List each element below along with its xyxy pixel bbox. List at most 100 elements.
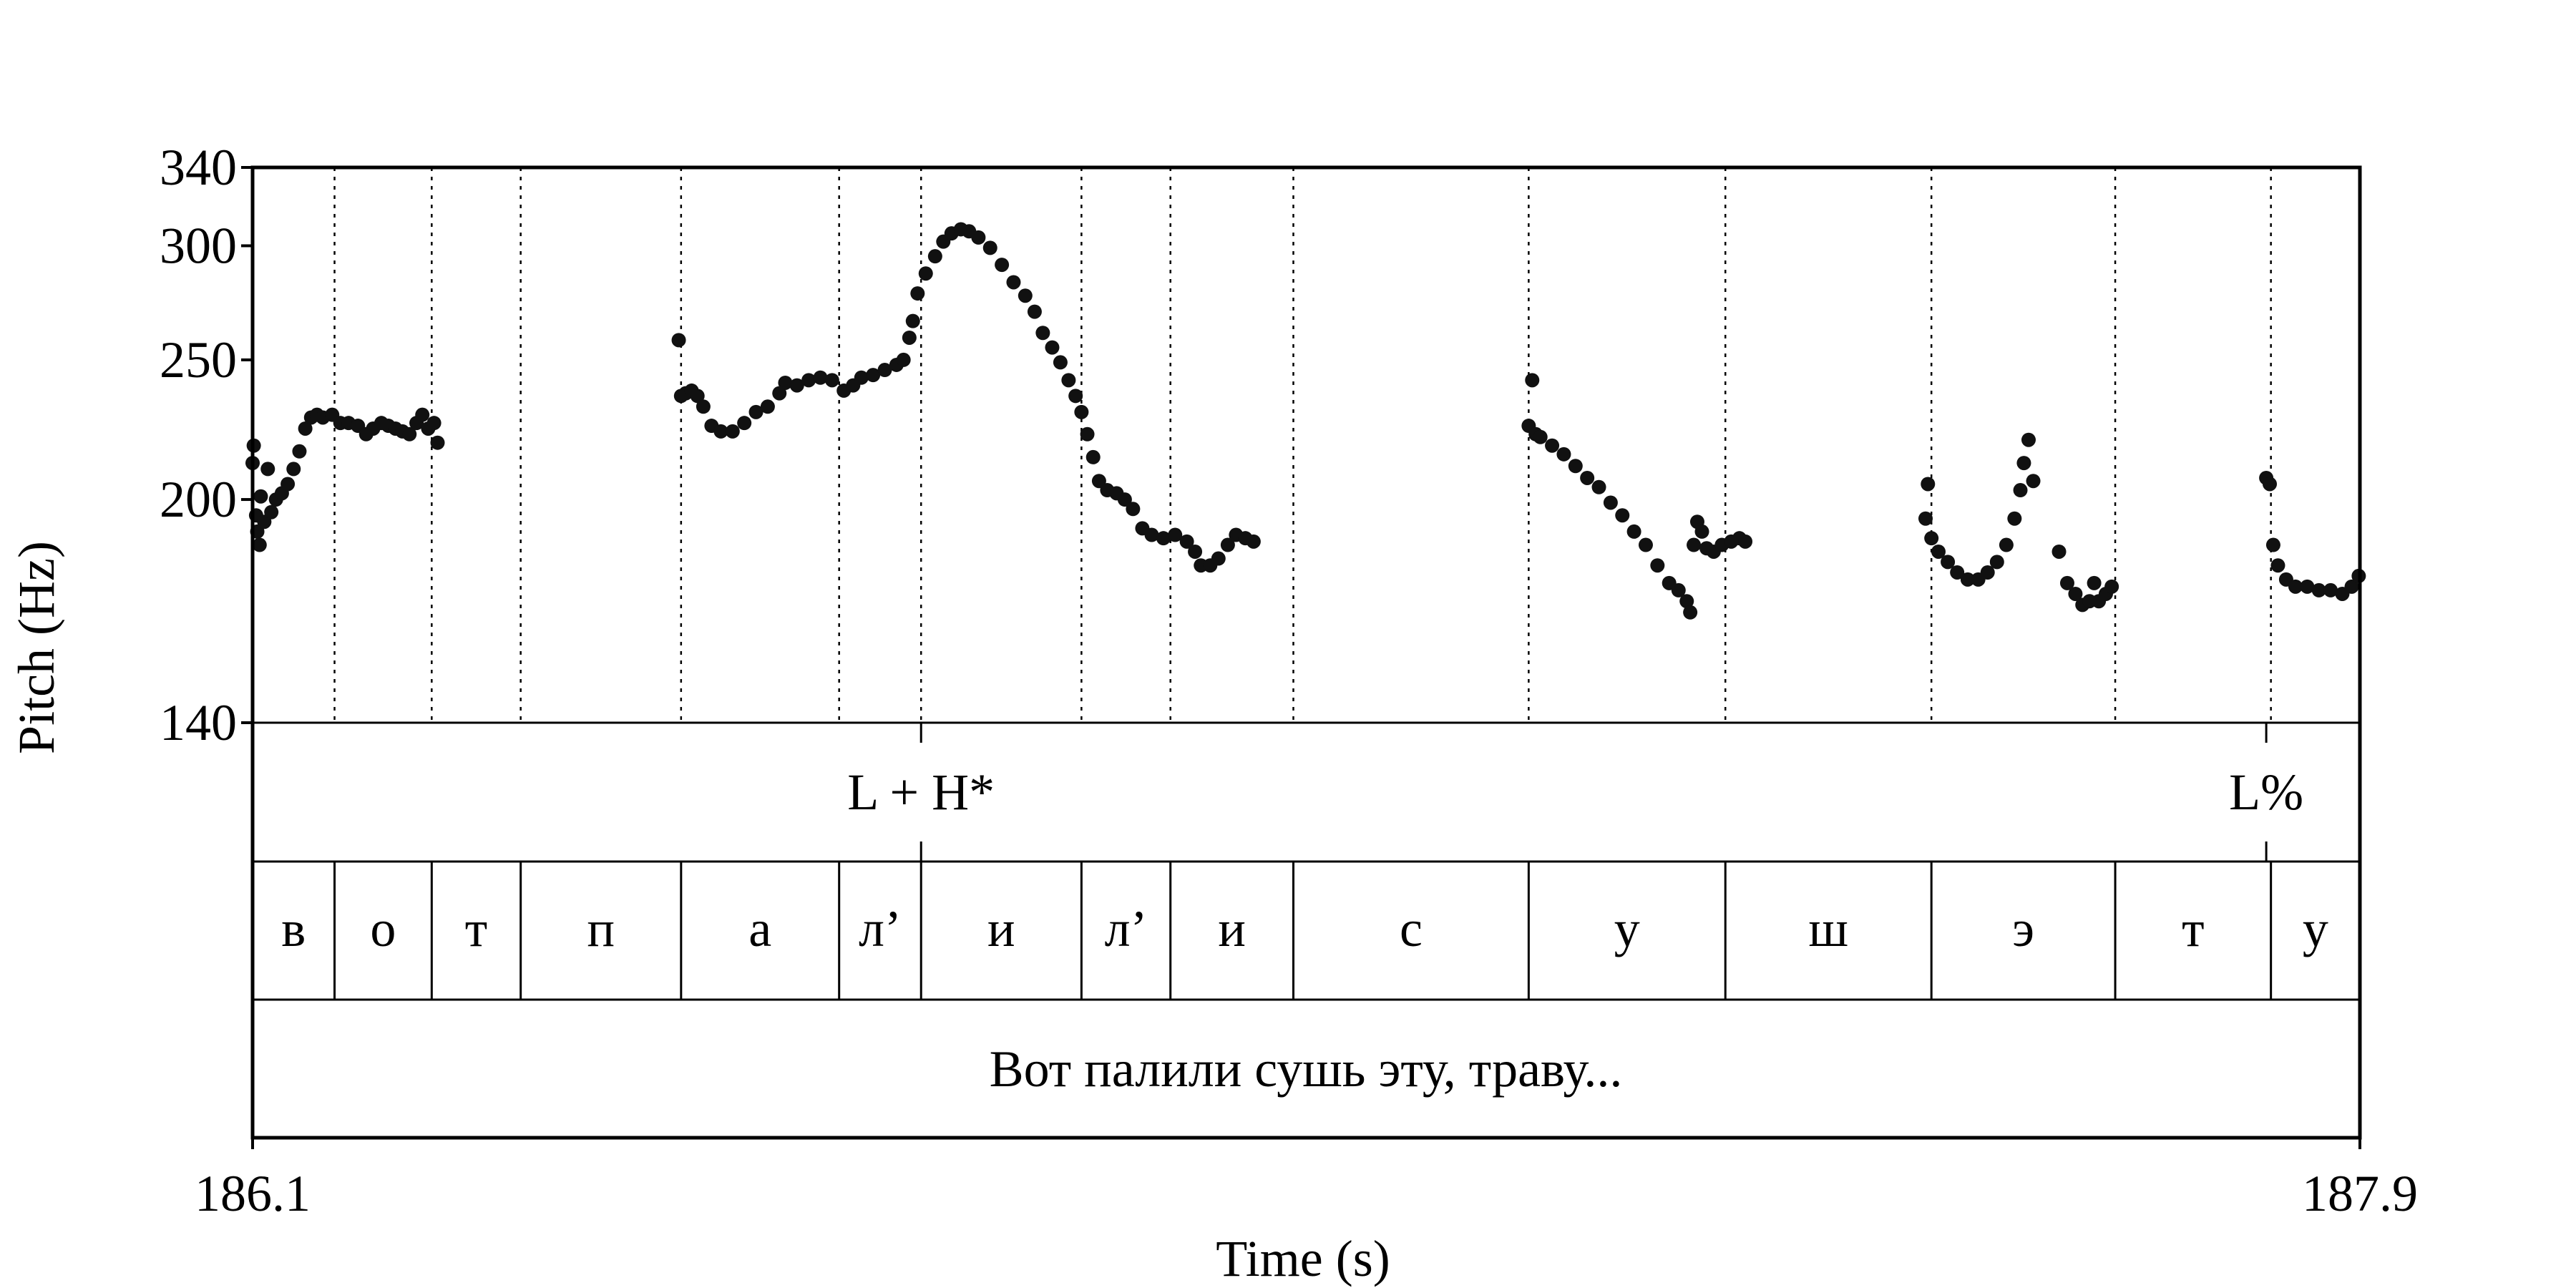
pitch-point (1188, 544, 1203, 559)
pitch-point (253, 489, 268, 504)
pitch-point (927, 249, 942, 264)
pitch-point (1545, 438, 1560, 453)
pitch-point (905, 313, 920, 328)
tier-lines (253, 721, 2360, 1001)
pitch-point (2087, 575, 2102, 590)
pitch-point (1556, 447, 1571, 462)
pitch-point (280, 477, 296, 492)
pitch-point (1989, 555, 2004, 570)
pitch-point (260, 462, 275, 477)
pitch-point (1179, 534, 1194, 549)
pitch-point (1738, 534, 1753, 549)
pitch-point (760, 399, 775, 414)
pitch-point (1080, 426, 1095, 441)
segment-label: с (1400, 900, 1423, 957)
segment-label: т (465, 900, 487, 957)
segments-tier: в о т п а л’ и л’ и с у ш э т у (281, 862, 2328, 1000)
segment-label: п (587, 900, 615, 957)
pitch-point (877, 363, 892, 378)
pitch-point (1650, 558, 1665, 573)
pitch-point (1671, 582, 1686, 597)
pitch-point (286, 462, 301, 477)
pitch-point (2288, 579, 2303, 594)
pitch-point (1941, 555, 1956, 570)
pitch-point (1603, 495, 1618, 510)
pitch-point (1035, 326, 1050, 341)
pitch-point (1980, 565, 1995, 580)
x-tick-label-end: 187.9 (2302, 1165, 2418, 1222)
y-tick-label: 340 (160, 139, 237, 196)
pitch-point (298, 421, 313, 436)
pitch-point (1018, 288, 1033, 303)
x-axis-label: Time (s) (1216, 1230, 1390, 1287)
pitch-point (1687, 537, 1702, 552)
pitch-point (415, 407, 430, 422)
pitch-point (2021, 432, 2036, 447)
tone-label: L + H* (847, 763, 995, 821)
pitch-point (813, 370, 828, 385)
pitch-point (2104, 579, 2119, 594)
pitch-point (430, 435, 445, 450)
segment-label: о (370, 900, 396, 957)
pitch-point (713, 424, 728, 439)
pitch-point (1626, 524, 1641, 539)
y-axis-label: Pitch (Hz) (8, 541, 65, 754)
pitch-point (1615, 508, 1630, 523)
figure-frame (250, 165, 2362, 1149)
pitch-point (1918, 511, 1933, 526)
pitch-point (896, 352, 911, 367)
pitch-point (1061, 373, 1076, 388)
pitch-point (1525, 373, 1540, 388)
pitch-point (1580, 470, 1595, 485)
pitch-point (1533, 429, 1548, 444)
pitch-point (2051, 544, 2067, 559)
pitch-point (748, 404, 763, 419)
segment-label: у (1614, 900, 1640, 957)
pitch-point (1591, 479, 1606, 494)
pitch-point (1053, 355, 1068, 370)
pitch-point (1220, 537, 1235, 552)
pitch-point (918, 266, 933, 281)
pitch-point (2263, 477, 2278, 492)
pitch-point (2068, 586, 2083, 601)
pitch-point (824, 373, 839, 388)
pitch-point (910, 286, 925, 301)
pitch-point (2016, 456, 2031, 471)
pitch-point (426, 416, 441, 431)
pitch-point (2013, 483, 2028, 498)
pitch-point (772, 386, 787, 401)
segment-label: л’ (859, 900, 902, 957)
pitch-point (971, 230, 986, 245)
segment-boundary-gridlines (333, 167, 2272, 723)
segment-label: и (987, 900, 1015, 957)
pitch-point (1006, 275, 1021, 290)
y-tick-label: 300 (160, 217, 237, 274)
segment-label: у (2303, 900, 2328, 957)
x-tick-label-start: 186.1 (195, 1165, 311, 1222)
pitch-point (1068, 389, 1083, 404)
pitch-point (1144, 527, 1159, 542)
tones-tier: L + H* L% (847, 723, 2303, 862)
pitch-point (264, 504, 279, 519)
pitch-point (1091, 474, 1106, 489)
pitch-point (2300, 579, 2315, 594)
pitch-point (2059, 575, 2074, 590)
pitch-point (2344, 579, 2359, 594)
words-tier-text: Вот палили сушь эту, траву... (990, 1040, 1623, 1098)
pitch-point (2270, 558, 2285, 573)
outer-frame (250, 165, 2362, 1140)
pitch-point (1074, 404, 1089, 419)
pitch-point (1924, 531, 1939, 546)
segment-label: т (2182, 900, 2204, 957)
pitch-point (1211, 551, 1226, 566)
pitch-point (1999, 537, 2014, 552)
pitch-point (982, 240, 997, 255)
pitch-point (1117, 492, 1132, 507)
pitch-point (1126, 502, 1141, 517)
pitch-point (725, 424, 740, 439)
pitch-point (995, 258, 1010, 273)
pitch-point (1045, 340, 1060, 355)
pitch-point (737, 416, 752, 431)
pitch-point (854, 370, 869, 385)
